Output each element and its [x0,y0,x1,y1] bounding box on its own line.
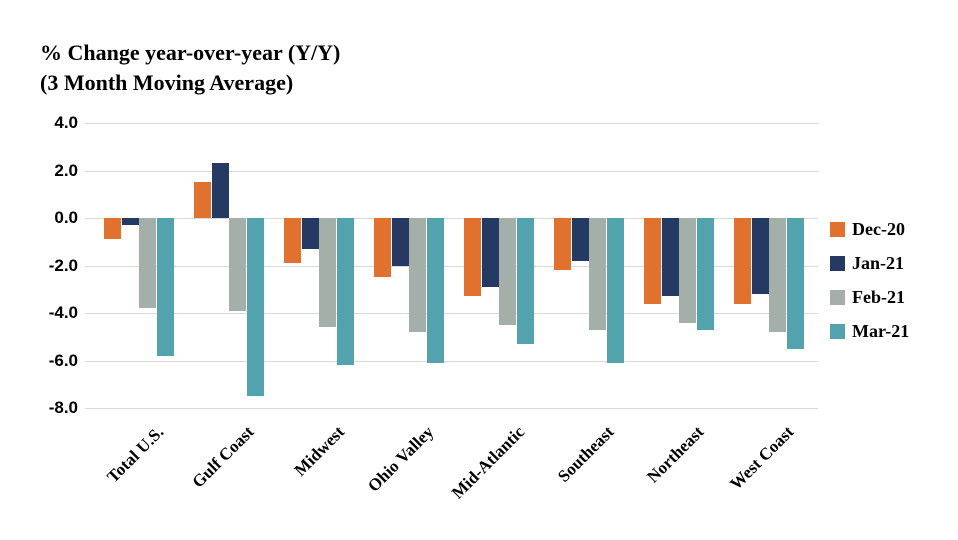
bar-dec-20-midwest [284,218,301,264]
y-tick-label: 4.0 [54,113,78,132]
bar-mar-21-total-u-s [156,218,174,356]
legend-label: Jan-21 [852,253,905,273]
bar-jan-21-ohio-valley [391,218,409,266]
x-axis-label: Southeast [554,422,618,486]
bar-mar-21-midwest [336,218,354,366]
bar-dec-20-west-coast [734,218,751,304]
x-axis-label: Northeast [643,422,708,487]
gridline [85,123,818,124]
bar-feb-21-mid-atlantic [499,218,516,325]
legend-item: Feb-21 [830,287,909,307]
legend-swatch-icon [830,221,845,237]
legend-swatch-icon [830,289,845,305]
legend-item: Mar-21 [830,321,910,341]
y-tick-label: 2.0 [54,160,78,180]
bar-dec-20-total-u-s [104,218,121,240]
bar-mar-21-northeast [696,218,714,330]
legend-label: Feb-21 [852,287,905,307]
bar-feb-21-southeast [589,218,606,330]
bar-feb-21-northeast [679,218,696,323]
chart-title-line-2: (3 Month Moving Average) [40,69,294,95]
gridline [85,360,818,362]
gridline [85,313,818,314]
legend-label: Mar-21 [852,321,910,341]
plot-area [85,123,818,409]
bar-feb-21-gulf-coast [229,218,246,311]
legend: Dec-20 Jan-21 Feb-21 Mar-21 [830,219,910,357]
bar-mar-21-ohio-valley [426,218,444,363]
legend-swatch-icon [830,255,845,271]
y-tick-label: 0.0 [54,208,78,227]
x-axis-label: Mid-Atlantic [447,422,528,503]
x-axis-label: West Coast [726,422,798,494]
bar-dec-20-ohio-valley [374,218,391,278]
bar-dec-20-northeast [644,218,661,304]
bar-jan-21-southeast [571,218,589,261]
bar-feb-21-midwest [319,218,336,328]
bar-feb-21-total-u-s [139,218,156,309]
bar-jan-21-gulf-coast [211,163,229,218]
gridline [85,170,818,172]
chart-title: % Change year-over-year (Y/Y) (3 Month M… [40,38,340,97]
bar-dec-20-mid-atlantic [464,218,481,297]
legend-swatch-icon [830,323,845,339]
x-axis-label: Ohio Valley [364,422,438,496]
legend-item: Jan-21 [830,253,909,273]
y-tick-label: -8.0 [48,398,78,417]
x-axis-label: Gulf Coast [188,422,258,492]
y-tick-label: -6.0 [48,350,78,370]
chart-title-line-1: % Change year-over-year (Y/Y) [40,40,341,65]
bar-feb-21-west-coast [769,218,786,332]
bar-jan-21-northeast [661,218,679,297]
gridline [85,265,818,267]
bar-mar-21-mid-atlantic [516,218,534,344]
bar-dec-20-gulf-coast [194,182,211,218]
y-tick-label: -4.0 [48,303,78,322]
bar-mar-21-southeast [606,218,624,363]
bar-jan-21-mid-atlantic [481,218,499,287]
legend-label: Dec-20 [852,219,905,239]
bar-dec-20-southeast [554,218,571,271]
gridline [85,218,818,219]
y-tick-label: -2.0 [48,255,78,275]
x-axis-label: Midwest [290,422,348,480]
bar-jan-21-midwest [301,218,319,249]
bar-feb-21-ohio-valley [409,218,426,332]
gridline [85,408,818,409]
legend-item: Dec-20 [830,219,909,239]
bar-mar-21-west-coast [786,218,804,349]
x-axis-label: Total U.S. [103,422,168,487]
bar-jan-21-west-coast [751,218,769,294]
bar-jan-21-total-u-s [121,218,139,226]
bar-mar-21-gulf-coast [246,218,264,397]
